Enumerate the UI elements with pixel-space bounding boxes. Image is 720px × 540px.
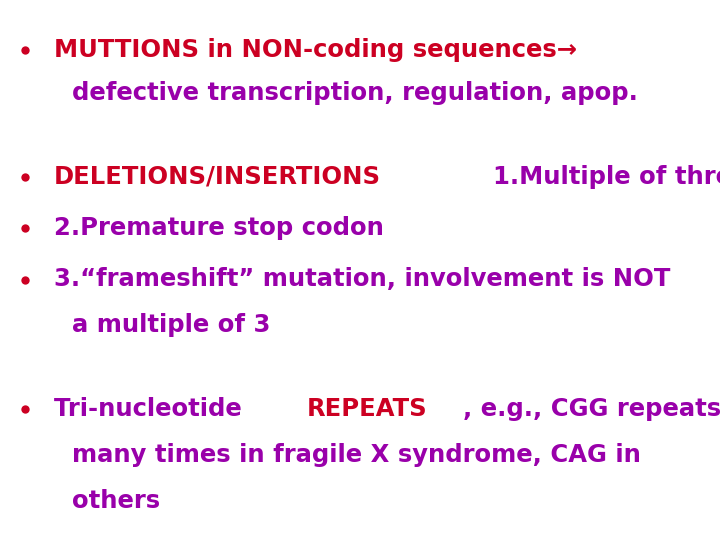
Text: , e.g., CGG repeats: , e.g., CGG repeats bbox=[463, 397, 720, 421]
Text: REPEATS: REPEATS bbox=[307, 397, 428, 421]
Text: MUTTIONS in NON-coding sequences→: MUTTIONS in NON-coding sequences→ bbox=[54, 38, 577, 62]
Text: many times in fragile X syndrome, CAG in: many times in fragile X syndrome, CAG in bbox=[72, 443, 641, 467]
Text: defective transcription, regulation, apop.: defective transcription, regulation, apo… bbox=[72, 81, 638, 105]
Text: Tri-nucleotide: Tri-nucleotide bbox=[54, 397, 251, 421]
Text: 1.Multiple of three: 1.Multiple of three bbox=[476, 165, 720, 188]
Text: 3.“frameshift” mutation, involvement is NOT: 3.“frameshift” mutation, involvement is … bbox=[54, 267, 670, 291]
Text: a multiple of 3: a multiple of 3 bbox=[72, 313, 271, 337]
Text: others: others bbox=[72, 489, 160, 512]
Text: DELETIONS/INSERTIONS: DELETIONS/INSERTIONS bbox=[54, 165, 381, 188]
Text: 2.Premature stop codon: 2.Premature stop codon bbox=[54, 216, 384, 240]
